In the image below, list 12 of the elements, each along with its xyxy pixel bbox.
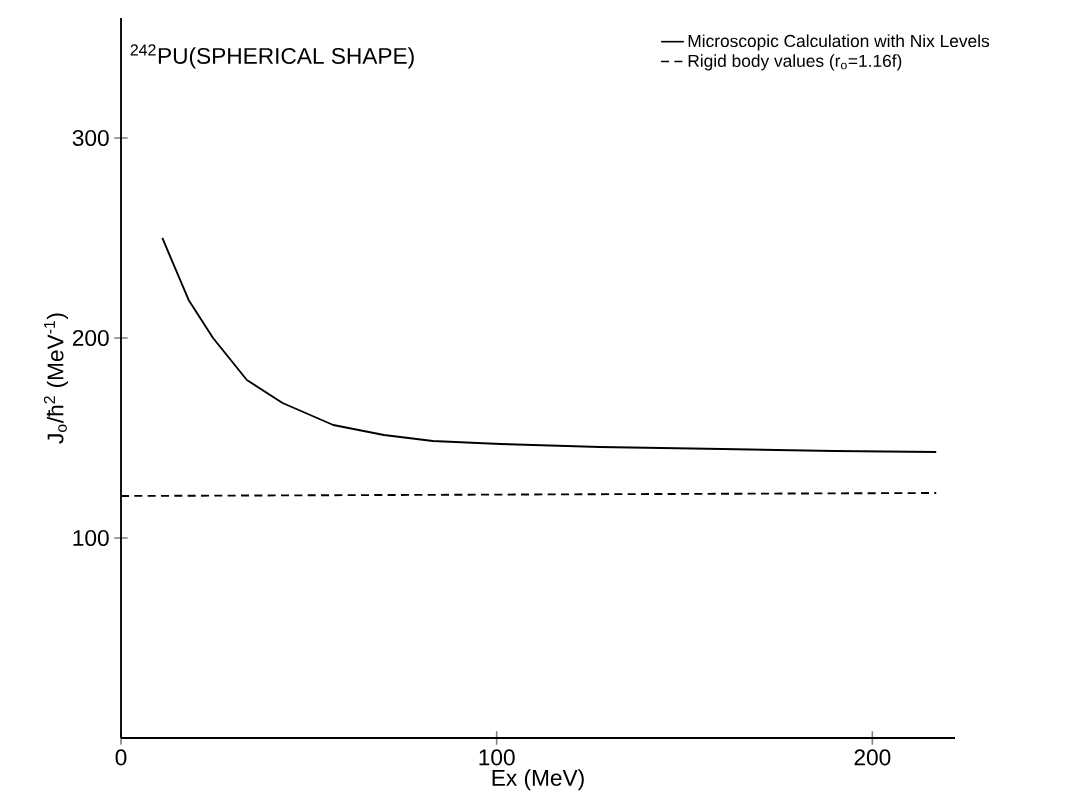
line-series	[161, 237, 938, 453]
y-tick-label: 300	[72, 129, 109, 147]
legend-label: Rigid body values (r$_{o}$=1.16f)	[688, 54, 902, 71]
x-tick-label: 100	[479, 749, 515, 766]
y-tick-label: 200	[72, 329, 109, 347]
y-axis-title: J$_{o}$/ħ$^{2}$ (MeV$^{-1}$)	[43, 313, 68, 444]
x-axis-title: Ex (MeV)	[492, 769, 584, 791]
x-tick-label: 200	[854, 749, 891, 766]
legend-label: Microscopic Calculation with Nix Levels	[688, 34, 990, 51]
annotation: $^{242}$PU(SPHERICAL SHAPE)	[130, 44, 414, 69]
x-tick-label: 0	[115, 749, 127, 766]
y-tick-label: 100	[73, 529, 109, 547]
